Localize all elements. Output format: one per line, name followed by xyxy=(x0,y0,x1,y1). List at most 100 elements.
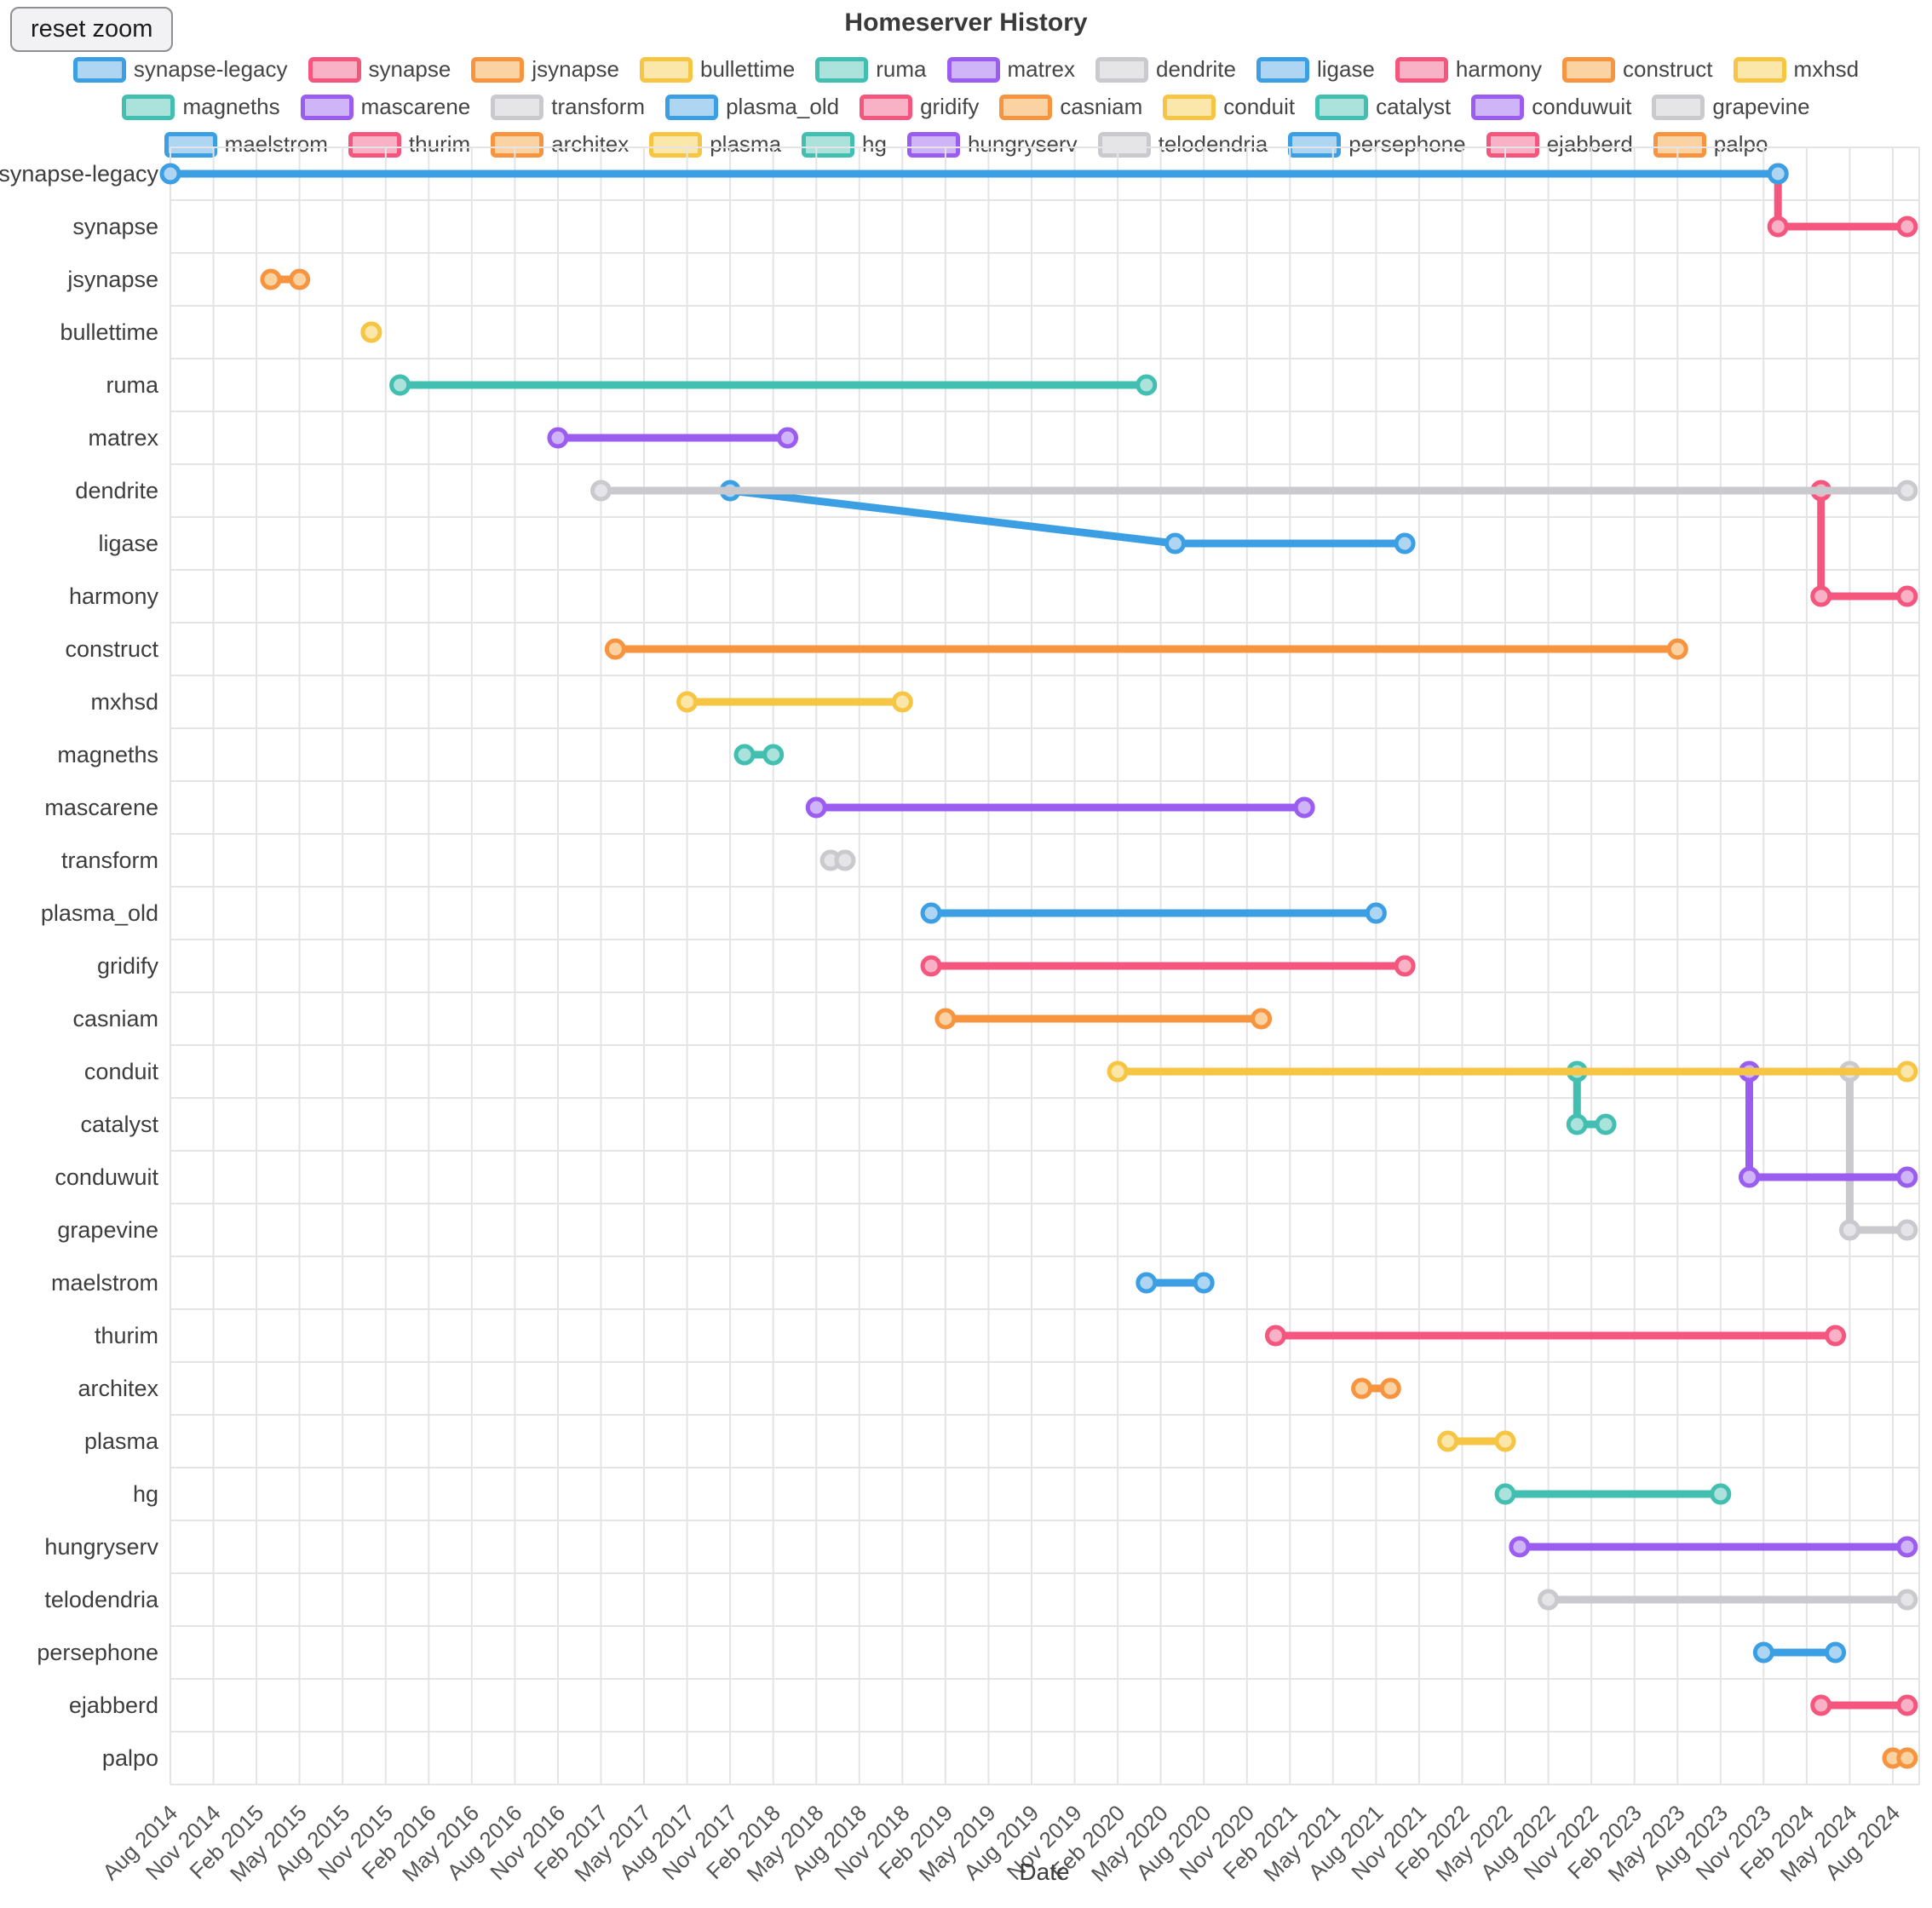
timeline-row-thurim[interactable] xyxy=(1264,1325,1847,1347)
start-dot xyxy=(920,902,942,924)
legend-swatch-icon xyxy=(639,56,693,83)
legend-item-conduwuit[interactable]: conduwuit xyxy=(1471,94,1631,120)
legend-swatch-icon xyxy=(649,131,703,158)
legend-item-jsynapse[interactable]: jsynapse xyxy=(471,56,619,83)
end-dot xyxy=(1896,1166,1918,1188)
legend-item-plasma_old[interactable]: plasma_old xyxy=(665,94,839,120)
timeline-row-bullettime[interactable] xyxy=(360,321,382,343)
start-dot xyxy=(604,638,626,660)
legend-label: matrex xyxy=(1007,56,1075,82)
row-label-synapse: synapse xyxy=(72,214,158,239)
row-label-ligase: ligase xyxy=(98,531,158,556)
timeline-row-plasma_old[interactable] xyxy=(920,902,1387,924)
start-dot xyxy=(1351,1377,1373,1399)
timeline-row-architex[interactable] xyxy=(1351,1377,1401,1399)
timeline-row-hungryserv[interactable] xyxy=(1509,1536,1918,1558)
legend-item-architex[interactable]: architex xyxy=(491,131,629,158)
legend-label: mxhsd xyxy=(1793,56,1860,82)
timeline-row-transform[interactable] xyxy=(819,849,856,871)
legend-swatch-icon xyxy=(906,131,960,158)
end-dot xyxy=(1767,163,1789,185)
timeline-row-synapse[interactable] xyxy=(1767,216,1918,238)
legend-label: casniam xyxy=(1060,94,1143,119)
legend-item-persephone[interactable]: persephone xyxy=(1288,131,1466,158)
legend-item-bullettime[interactable]: bullettime xyxy=(639,56,795,83)
timeline-row-conduit[interactable] xyxy=(1107,1060,1918,1083)
timeline-row-hg[interactable] xyxy=(1494,1483,1732,1505)
legend-item-mascarene[interactable]: mascarene xyxy=(300,94,471,120)
timeline-row-catalyst[interactable] xyxy=(1566,1113,1617,1135)
timeline-row-dendrite[interactable] xyxy=(590,480,1918,502)
legend-swatch-icon xyxy=(491,131,544,158)
legend-item-mxhsd[interactable]: mxhsd xyxy=(1733,56,1860,83)
legend-label: telodendria xyxy=(1158,131,1268,157)
timeline-row-jsynapse[interactable] xyxy=(260,268,311,290)
end-dot xyxy=(1896,585,1918,607)
timeline-row-harmony[interactable] xyxy=(1810,585,1918,607)
legend-item-synapse-legacy[interactable]: synapse-legacy xyxy=(72,56,288,83)
timeline-row-construct[interactable] xyxy=(604,638,1688,660)
timeline-row-gridify[interactable] xyxy=(920,955,1416,977)
legend-swatch-icon xyxy=(1163,94,1216,120)
legend-item-magneths[interactable]: magneths xyxy=(122,94,280,120)
legend-swatch-icon xyxy=(1486,131,1539,158)
legend-item-construct[interactable]: construct xyxy=(1562,56,1713,83)
legend-swatch-icon xyxy=(491,94,544,120)
end-dot xyxy=(891,691,913,713)
start-dot xyxy=(733,744,756,766)
legend-item-telodendria[interactable]: telodendria xyxy=(1097,131,1268,158)
legend-item-palpo[interactable]: palpo xyxy=(1653,131,1768,158)
legend-item-matrex[interactable]: matrex xyxy=(946,56,1075,83)
timeline-row-conduwuit[interactable] xyxy=(1739,1166,1918,1188)
timeline-row-palpo[interactable] xyxy=(1882,1747,1918,1769)
legend-item-harmony[interactable]: harmony xyxy=(1394,56,1542,83)
timeline-row-casniam[interactable] xyxy=(934,1008,1273,1030)
legend-item-plasma[interactable]: plasma xyxy=(649,131,781,158)
legend-item-synapse[interactable]: synapse xyxy=(308,56,451,83)
timeline-row-synapse-legacy[interactable] xyxy=(159,163,1789,185)
legend-item-catalyst[interactable]: catalyst xyxy=(1315,94,1451,120)
reset-zoom-button[interactable]: reset zoom xyxy=(10,7,174,52)
legend-label: mascarene xyxy=(360,94,471,119)
timeline-row-telodendria[interactable] xyxy=(1538,1589,1918,1611)
legend-item-ruma[interactable]: ruma xyxy=(815,56,927,83)
legend-item-hg[interactable]: hg xyxy=(802,131,887,158)
legend-item-dendrite[interactable]: dendrite xyxy=(1095,56,1236,83)
legend-item-hungryserv[interactable]: hungryserv xyxy=(906,131,1078,158)
legend-label: ligase xyxy=(1316,56,1375,82)
legend-item-maelstrom[interactable]: maelstrom xyxy=(164,131,328,158)
row-label-plasma_old: plasma_old xyxy=(41,900,158,926)
timeline-row-maelstrom[interactable] xyxy=(1136,1272,1215,1294)
end-dot xyxy=(1896,1219,1918,1241)
legend-swatch-icon xyxy=(300,94,354,120)
legend-item-thurim[interactable]: thurim xyxy=(348,131,470,158)
start-dot xyxy=(1264,1325,1286,1347)
timeline-row-ejabberd[interactable] xyxy=(1810,1694,1918,1716)
start-dot xyxy=(1437,1430,1459,1452)
legend-label: maelstrom xyxy=(224,131,328,157)
timeline-row-plasma[interactable] xyxy=(1437,1430,1516,1452)
legend-item-transform[interactable]: transform xyxy=(491,94,645,120)
timeline-row-mascarene[interactable] xyxy=(805,796,1315,819)
start-dot xyxy=(1566,1113,1588,1135)
timeline-row-ligase[interactable] xyxy=(1164,532,1416,555)
timeline-row-grapevine[interactable] xyxy=(1838,1219,1918,1241)
start-dot xyxy=(1538,1589,1560,1611)
timeline-row-persephone[interactable] xyxy=(1752,1641,1847,1664)
legend-swatch-icon xyxy=(1562,56,1616,83)
legend-item-conduit[interactable]: conduit xyxy=(1163,94,1295,120)
timeline-row-matrex[interactable] xyxy=(547,427,799,449)
timeline-row-magneths[interactable] xyxy=(733,744,785,766)
start-dot xyxy=(1810,585,1832,607)
legend-item-gridify[interactable]: gridify xyxy=(860,94,979,120)
legend-item-ligase[interactable]: ligase xyxy=(1256,56,1375,83)
legend-item-grapevine[interactable]: grapevine xyxy=(1652,94,1810,120)
legend-item-ejabberd[interactable]: ejabberd xyxy=(1486,131,1633,158)
timeline-row-ruma[interactable] xyxy=(389,374,1158,396)
legend-item-casniam[interactable]: casniam xyxy=(999,94,1142,120)
legend-label: palpo xyxy=(1713,131,1768,157)
start-dot xyxy=(590,480,612,502)
timeline-row-mxhsd[interactable] xyxy=(676,691,913,713)
start-dot xyxy=(159,163,181,185)
